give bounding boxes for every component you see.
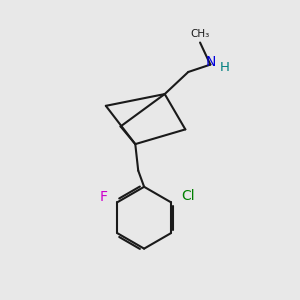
Text: Cl: Cl (182, 189, 195, 203)
Text: F: F (100, 190, 108, 204)
Text: N: N (205, 55, 215, 69)
Text: CH₃: CH₃ (190, 29, 210, 39)
Text: H: H (220, 61, 230, 74)
